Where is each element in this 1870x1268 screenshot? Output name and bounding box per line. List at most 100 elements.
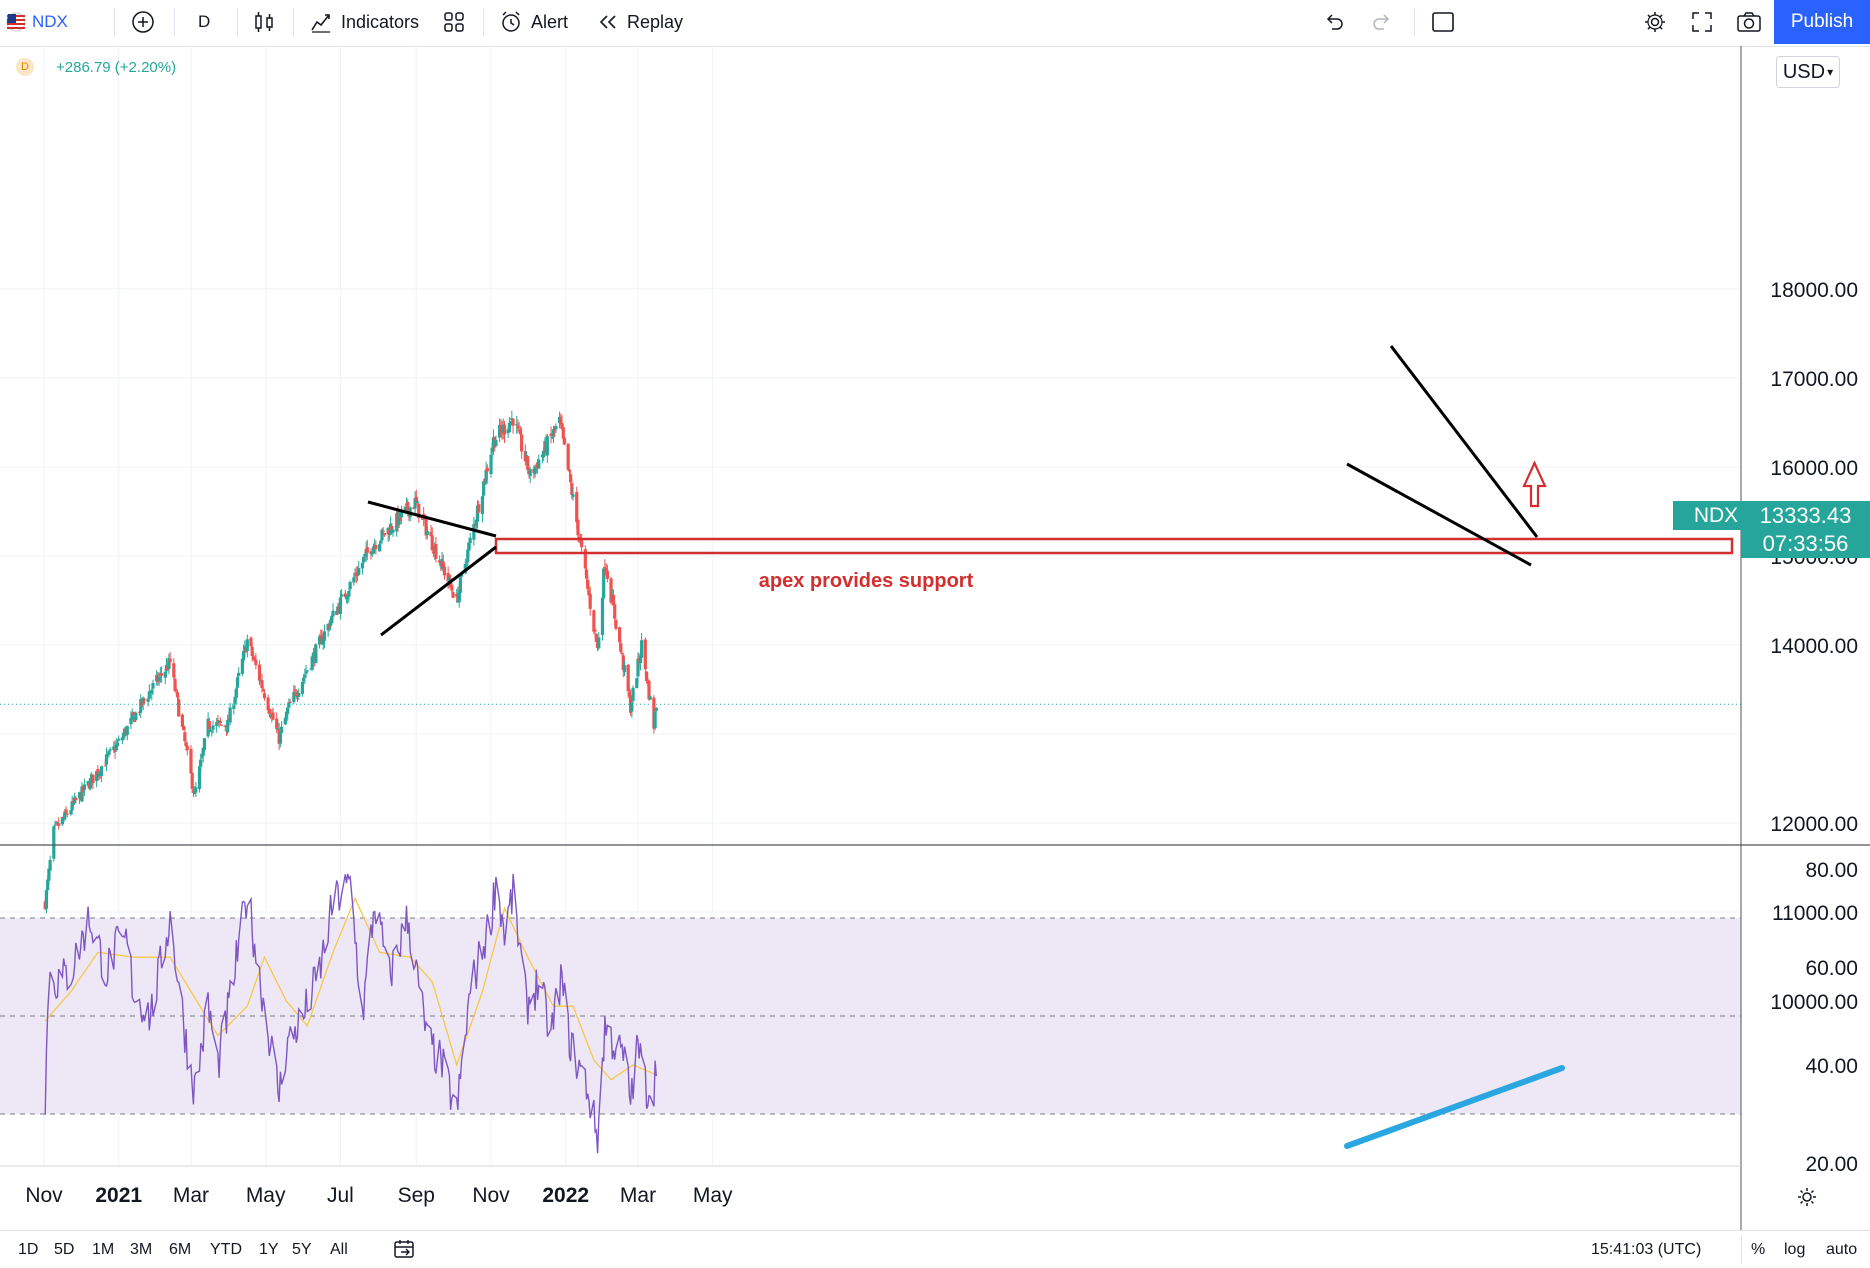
layout-button[interactable] bbox=[1431, 0, 1455, 44]
camera-icon bbox=[1736, 11, 1762, 33]
undo-button[interactable] bbox=[1323, 0, 1345, 44]
redo-button[interactable] bbox=[1371, 0, 1393, 44]
candle bbox=[115, 739, 120, 750]
clock[interactable]: 15:41:03 (UTC) bbox=[1591, 1241, 1702, 1258]
symbol-search[interactable]: NDX bbox=[6, 0, 68, 44]
alert-label: Alert bbox=[531, 11, 569, 32]
indicators-label: Indicators bbox=[341, 11, 420, 32]
triangle-upper-line[interactable] bbox=[367, 500, 497, 538]
chart-area[interactable]: apex provides support Nov 2021 Mar May Jul Se… bbox=[0, 46, 1870, 1230]
timeframe-3m[interactable]: 3M bbox=[130, 1241, 153, 1258]
candle bbox=[429, 524, 433, 537]
triangle-lower-line[interactable] bbox=[380, 545, 497, 637]
candle bbox=[117, 735, 121, 742]
candle bbox=[167, 653, 171, 675]
candle bbox=[352, 572, 356, 586]
settings-button[interactable] bbox=[1643, 0, 1667, 44]
candle bbox=[562, 437, 567, 446]
candle bbox=[219, 724, 224, 726]
candle bbox=[653, 709, 657, 731]
candle bbox=[314, 643, 318, 664]
x-tick-label: 2021 bbox=[95, 1184, 142, 1207]
candle bbox=[91, 774, 95, 790]
candle bbox=[348, 580, 352, 592]
timeframe-6m[interactable]: 6M bbox=[169, 1241, 192, 1258]
percent-toggle[interactable]: % bbox=[1751, 1241, 1766, 1258]
currency-selector[interactable]: USD ▾ bbox=[1776, 56, 1840, 88]
candle bbox=[52, 825, 56, 862]
candle bbox=[415, 498, 420, 504]
log-toggle[interactable]: log bbox=[1784, 1241, 1806, 1258]
candle bbox=[379, 539, 383, 552]
candle bbox=[99, 765, 104, 783]
candle bbox=[80, 782, 84, 803]
candle bbox=[374, 540, 378, 555]
publish-button[interactable]: Publish bbox=[1774, 0, 1870, 44]
candle bbox=[600, 591, 605, 641]
rsi-trendline[interactable] bbox=[1344, 1065, 1565, 1149]
candle bbox=[131, 711, 136, 717]
y-tick-label: 14000.00 bbox=[1770, 635, 1858, 658]
candle bbox=[520, 427, 524, 459]
candle bbox=[64, 806, 68, 814]
candle bbox=[271, 707, 275, 721]
chart-type-button[interactable] bbox=[253, 0, 275, 44]
fullscreen-button[interactable] bbox=[1691, 0, 1713, 44]
wedge-lower-line[interactable] bbox=[1346, 462, 1532, 567]
timeframe-ytd[interactable]: YTD bbox=[210, 1241, 242, 1258]
y-tick-label: 18000.00 bbox=[1770, 279, 1858, 302]
candle bbox=[303, 668, 307, 684]
support-zone-box[interactable] bbox=[494, 537, 1734, 555]
candle bbox=[185, 741, 189, 756]
timeframe-all[interactable]: All bbox=[330, 1241, 348, 1258]
candle bbox=[545, 433, 549, 464]
date-range-button[interactable] bbox=[392, 1238, 416, 1265]
candle bbox=[569, 469, 573, 485]
timeframe-5y[interactable]: 5Y bbox=[292, 1241, 312, 1258]
y-tick-label: 12000.00 bbox=[1770, 813, 1858, 836]
templates-button[interactable] bbox=[443, 0, 465, 44]
interval-button[interactable]: D bbox=[198, 0, 210, 44]
replay-button[interactable]: Replay bbox=[597, 0, 683, 44]
candle bbox=[468, 532, 472, 549]
indicators-button[interactable]: Indicators bbox=[309, 0, 419, 44]
timeframe-1m[interactable]: 1M bbox=[92, 1241, 115, 1258]
candle bbox=[262, 689, 267, 701]
candle bbox=[74, 795, 78, 803]
candle bbox=[297, 688, 301, 700]
rsi-line bbox=[44, 873, 657, 1154]
timeframe-1d[interactable]: 1D bbox=[18, 1241, 39, 1258]
chart-canvas[interactable]: apex provides support Nov 2021 Mar May Jul Se… bbox=[0, 46, 1870, 1230]
alert-button[interactable]: Alert bbox=[499, 0, 568, 44]
candle bbox=[228, 702, 232, 726]
candle bbox=[602, 566, 606, 602]
annotation-text[interactable]: apex provides support bbox=[759, 570, 974, 592]
candle bbox=[511, 418, 515, 434]
timeframe-5d[interactable]: 5D bbox=[54, 1241, 75, 1258]
candle bbox=[430, 527, 434, 552]
grid-icon bbox=[443, 11, 465, 33]
candle bbox=[182, 724, 186, 731]
candle bbox=[619, 639, 623, 655]
candle bbox=[96, 765, 100, 781]
auto-toggle[interactable]: auto bbox=[1826, 1241, 1858, 1258]
candle bbox=[605, 564, 609, 583]
add-symbol-button[interactable] bbox=[131, 0, 155, 44]
candle bbox=[480, 492, 485, 523]
timeframe-1y[interactable]: 1Y bbox=[259, 1241, 279, 1258]
bar-countdown: 07:33:56 bbox=[1762, 530, 1849, 556]
candle bbox=[245, 634, 249, 658]
candle bbox=[194, 782, 198, 797]
candle bbox=[53, 820, 57, 830]
snapshot-button[interactable] bbox=[1736, 0, 1762, 44]
candle bbox=[391, 528, 395, 537]
candle bbox=[424, 515, 428, 540]
candle bbox=[594, 633, 598, 646]
arrow-up-icon[interactable] bbox=[1522, 460, 1547, 508]
candle bbox=[494, 435, 498, 447]
candle bbox=[340, 589, 344, 604]
axis-settings-button[interactable] bbox=[1796, 1186, 1818, 1213]
candle bbox=[172, 658, 176, 681]
wedge-upper-line[interactable] bbox=[1389, 345, 1539, 538]
candle bbox=[44, 888, 49, 914]
